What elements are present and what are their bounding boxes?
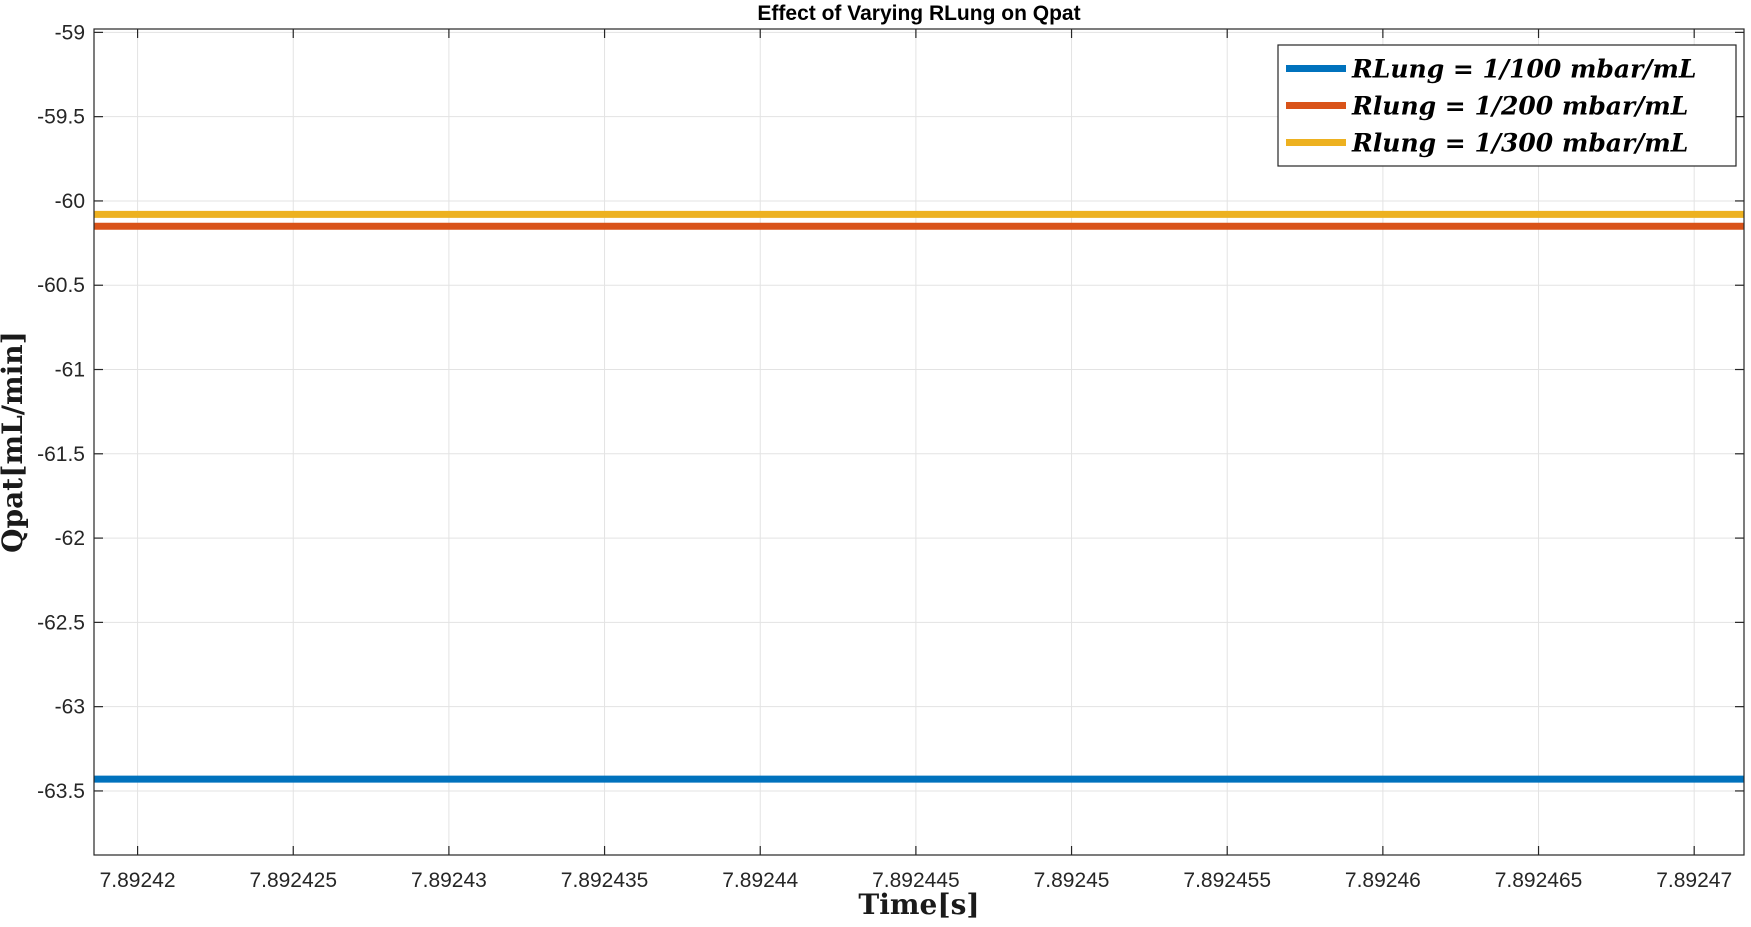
x-tick-label: 7.89244 <box>722 869 798 892</box>
y-tick-label: -61 <box>55 359 85 382</box>
tick-layer: 7.89242 7.892425 7.89243 7.892435 7.89244 7.8… <box>37 21 1744 892</box>
y-tick-label: -63 <box>55 696 85 719</box>
legend-box <box>1277 44 1737 167</box>
x-axis-label: Time[s] <box>858 888 979 921</box>
x-tick-label: 7.892445 <box>872 869 960 892</box>
x-tick-label: 7.89245 <box>1034 869 1110 892</box>
series-layer <box>94 210 1744 783</box>
y-tick-label: -62.5 <box>37 611 85 634</box>
x-tick-label: 7.892455 <box>1183 869 1271 892</box>
x-tick-label: 7.892425 <box>249 869 337 892</box>
y-tick-label: -62 <box>55 527 85 550</box>
x-tick-label: 7.892435 <box>561 869 649 892</box>
y-tick-label: -60 <box>55 190 85 213</box>
legend-label-3: Rlung = 1/300 mbar/mL <box>1351 129 1688 158</box>
x-tick-label: 7.89242 <box>100 869 176 892</box>
y-axis-label: Qpat[mL/min] <box>0 331 29 553</box>
plot-area-border <box>93 28 1745 856</box>
x-tick-label: 7.89246 <box>1345 869 1421 892</box>
x-tick-label: 7.89247 <box>1656 869 1732 892</box>
legend-label-1: RLung = 1/100 mbar/mL <box>1351 55 1696 84</box>
x-tick-label: 7.89243 <box>411 869 487 892</box>
y-tick-label: -59 <box>55 21 85 44</box>
y-tick-label: -61.5 <box>37 443 85 466</box>
y-tick-label: -60.5 <box>37 274 85 297</box>
y-tick-label: -59.5 <box>37 106 85 129</box>
x-tick-label: 7.892465 <box>1495 869 1583 892</box>
chart-title: Effect of Varying RLung on Qpat <box>757 2 1080 25</box>
y-tick-label: -63.5 <box>37 780 85 803</box>
legend-label-2: Rlung = 1/200 mbar/mL <box>1351 92 1688 121</box>
legend: RLung = 1/100 mbar/mL Rlung = 1/200 mbar/… <box>1277 44 1737 167</box>
